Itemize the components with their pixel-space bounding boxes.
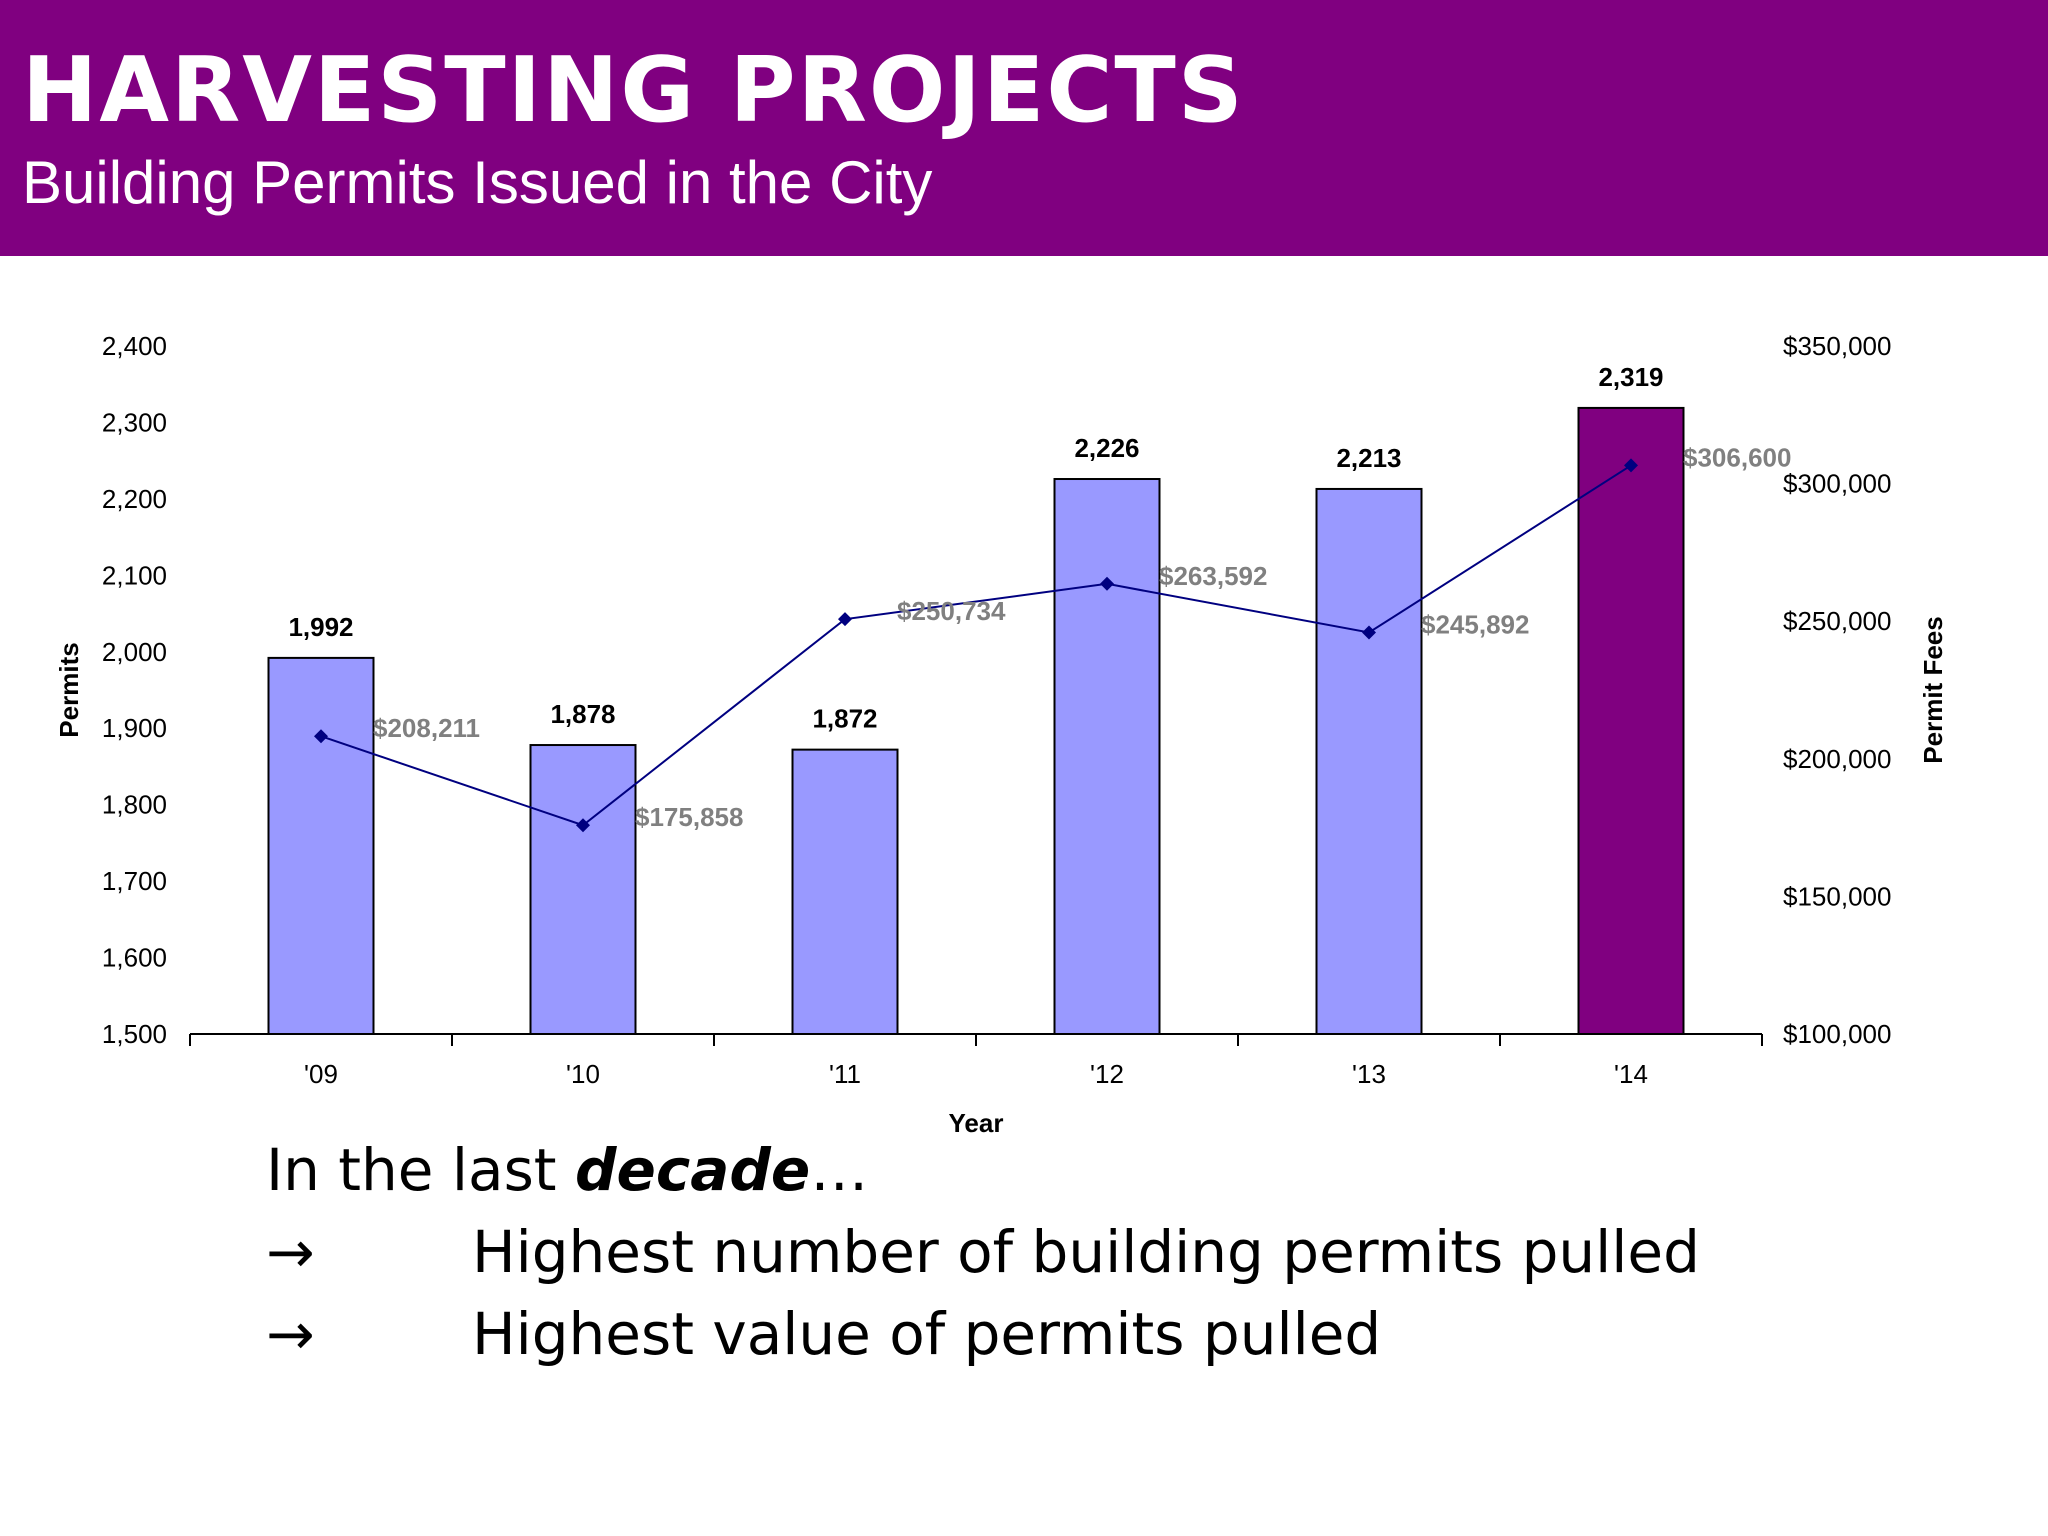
y-tick-label: 2,200 — [102, 484, 167, 514]
arrow-right-icon: → — [266, 1300, 315, 1368]
y-tick-label: 2,000 — [102, 637, 167, 667]
y2-tick-label: $200,000 — [1783, 744, 1891, 774]
fees-line — [320, 464, 1632, 827]
fees-value-label: $245,892 — [1421, 610, 1529, 640]
arrow-right-icon: → — [266, 1218, 315, 1286]
fees-value-label: $208,211 — [373, 713, 480, 743]
y2-tick-label: $300,000 — [1783, 469, 1891, 499]
fees-point — [576, 818, 590, 833]
fees-value-label: $250,734 — [897, 596, 1006, 626]
bar — [529, 744, 637, 1035]
fees-value-label: $306,600 — [1683, 442, 1791, 472]
y2-tick-label: $100,000 — [1783, 1019, 1891, 1049]
notes-intro-suffix: … — [810, 1136, 869, 1204]
y-tick-label: 1,700 — [102, 866, 167, 896]
x-tick-label: '11 — [829, 1059, 861, 1089]
x-tick-label: '09 — [304, 1059, 338, 1089]
notes-intro-prefix: In the last — [266, 1136, 575, 1204]
bar-value-label: 1,878 — [550, 699, 615, 729]
notes-bullet: → Highest value of permits pulled — [266, 1300, 1381, 1382]
bar-value-label: 2,226 — [1074, 433, 1139, 463]
y-tick-label: 2,300 — [102, 407, 167, 437]
header-banner: HARVESTING PROJECTS Building Permits Iss… — [0, 0, 2048, 256]
permits-chart: 1,500 1,600 1,700 1,800 1,900 2,000 2,100 2,200… — [54, 331, 1948, 1138]
notes-bullet-text: Highest value of permits pulled — [472, 1300, 1382, 1368]
notes-intro: In the last decade… — [266, 1136, 868, 1218]
y-tick-label: 1,500 — [102, 1019, 167, 1049]
notes-intro-emphasis: decade — [574, 1136, 811, 1204]
y2-tick-label: $350,000 — [1783, 331, 1891, 361]
y-tick-label: 1,800 — [102, 790, 167, 820]
x-tick-label: '13 — [1352, 1059, 1386, 1089]
bar — [791, 748, 899, 1035]
y-tick-label: 1,900 — [102, 713, 167, 743]
notes-bullet: → Highest number of building permits pul… — [266, 1218, 1700, 1300]
fees-value-label: $263,592 — [1159, 561, 1267, 591]
x-tick-label: '14 — [1614, 1059, 1648, 1089]
y-tick-label: 2,100 — [102, 560, 167, 590]
fees-point — [1100, 576, 1114, 591]
bar — [267, 656, 375, 1035]
bar-value-label: 1,872 — [812, 704, 877, 734]
y2-axis-title: Permit Fees — [1918, 616, 1948, 763]
fees-value-label: $175,858 — [635, 802, 743, 832]
x-tick-label: '10 — [566, 1059, 600, 1089]
bar-value-label: 2,213 — [1336, 443, 1401, 473]
bar — [1577, 406, 1685, 1036]
notes-block: In the last decade… → Highest number of … — [266, 1136, 1700, 1382]
fees-point — [838, 612, 852, 627]
y-tick-label: 2,400 — [102, 331, 167, 361]
bar — [1315, 487, 1423, 1035]
page-title: HARVESTING PROJECTS — [22, 38, 1245, 143]
y-tick-label: 1,600 — [102, 943, 167, 973]
fees-point — [1362, 625, 1376, 640]
fees-point — [314, 729, 328, 744]
bar — [1053, 478, 1161, 1036]
bar-value-label: 2,319 — [1598, 362, 1663, 392]
bar-value-label: 1,992 — [288, 612, 353, 642]
x-tick-label: '12 — [1090, 1059, 1124, 1089]
y2-tick-label: $150,000 — [1783, 881, 1891, 911]
x-axis-title: Year — [949, 1108, 1004, 1138]
page-subtitle: Building Permits Issued in the City — [22, 149, 933, 216]
notes-bullet-text: Highest number of building permits pulle… — [472, 1218, 1700, 1286]
y2-tick-label: $250,000 — [1783, 606, 1891, 636]
y-axis-title: Permits — [54, 642, 84, 737]
fees-point — [1624, 458, 1638, 473]
